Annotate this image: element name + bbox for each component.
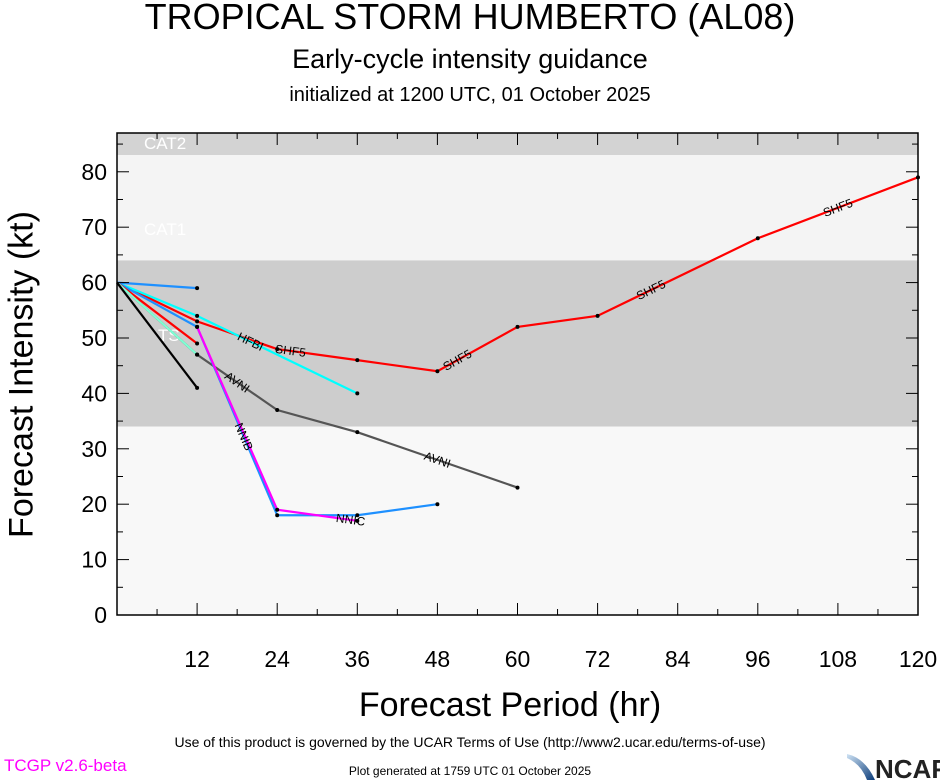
x-tick-label: 72 (585, 646, 611, 672)
band-cat1 (117, 155, 918, 261)
data-point (355, 518, 360, 523)
generated-time: Plot generated at 1759 UTC 01 October 20… (348, 764, 592, 778)
data-point (515, 324, 520, 329)
data-point (275, 513, 280, 518)
y-tick-label: 40 (81, 380, 107, 406)
data-point (195, 324, 200, 329)
y-tick-label: 50 (81, 325, 107, 351)
x-tick-label: 48 (425, 646, 451, 672)
x-tick-label: 96 (745, 646, 771, 672)
init-time: initialized at 1200 UTC, 01 October 2025 (289, 84, 651, 106)
series-line-unnamed (116, 281, 198, 290)
series-line-unnamed (116, 281, 198, 389)
data-point (595, 313, 600, 318)
y-tick-label: 0 (94, 602, 107, 628)
band-label: TS (158, 326, 180, 345)
y-tick-label: 10 (81, 547, 107, 573)
data-point (195, 341, 200, 346)
data-point (195, 385, 200, 390)
y-tick-label: 70 (81, 214, 107, 240)
y-tick-label: 80 (81, 159, 107, 185)
series-label: SHF5 (274, 342, 307, 360)
version-label: TCGP v2.6-beta (4, 756, 127, 775)
x-tick-label: 24 (264, 646, 290, 672)
data-point (195, 313, 200, 318)
x-tick-label: 60 (505, 646, 531, 672)
chart-title: TROPICAL STORM HUMBERTO (AL08) (144, 0, 796, 37)
data-point (515, 485, 520, 490)
data-point (355, 358, 360, 363)
band-td (117, 426, 918, 615)
x-tick-label: 36 (345, 646, 371, 672)
band-ts (117, 260, 918, 427)
series-line-unnamed (116, 281, 198, 345)
data-point (195, 286, 200, 291)
data-point (195, 352, 200, 357)
data-point (195, 319, 200, 324)
data-point (275, 347, 280, 352)
ncar-logo: NCAR (847, 754, 940, 780)
svg-text:NCAR: NCAR (875, 754, 940, 780)
data-point (435, 369, 440, 374)
data-point (435, 502, 440, 507)
x-tick-label: 84 (665, 646, 691, 672)
y-tick-label: 60 (81, 270, 107, 296)
data-point (275, 507, 280, 512)
band-label: CAT1 (144, 220, 186, 239)
data-point (355, 513, 360, 518)
x-tick-label: 120 (899, 646, 937, 672)
terms-of-use: Use of this product is governed by the U… (174, 734, 766, 750)
data-point (355, 391, 360, 396)
data-point (355, 430, 360, 435)
series-line-unnamed (116, 281, 198, 356)
y-tick-label: 20 (81, 491, 107, 517)
x-axis-label: Forecast Period (hr) (358, 686, 662, 724)
data-point (275, 408, 280, 413)
series-label: NNIC (335, 511, 366, 529)
x-tick-label: 108 (819, 646, 857, 672)
data-point (755, 236, 760, 241)
chart-subtitle: Early-cycle intensity guidance (292, 44, 648, 74)
x-tick-label: 12 (184, 646, 210, 672)
y-tick-label: 30 (81, 436, 107, 462)
band-label: CAT2 (144, 134, 186, 153)
